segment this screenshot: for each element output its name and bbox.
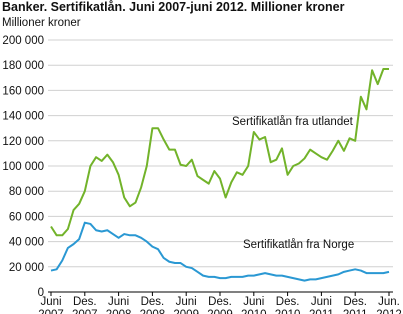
y-tick-label: 180 000 (2, 60, 44, 72)
y-tick-label: 0 (38, 287, 44, 299)
y-tick-label: 100 000 (2, 161, 44, 173)
y-tick-label: 20 000 (9, 262, 44, 274)
y-tick-label: 200 000 (2, 35, 44, 47)
y-tick-label: 40 000 (9, 237, 44, 249)
y-axis-label: Millioner kroner (2, 17, 81, 29)
line-series (50, 221, 390, 282)
y-tick-label: 160 000 (2, 85, 44, 97)
series-label: Sertifikatlån fra Norge (243, 239, 354, 251)
x-tick-label: Jun.2012 (376, 296, 402, 314)
x-tick-label: Juni2011 (309, 296, 334, 314)
x-tick-label: Juni2008 (106, 296, 132, 314)
x-tick-label: Juni2009 (173, 296, 199, 314)
y-tick-label: 80 000 (9, 186, 44, 198)
x-tick-label: Des.2009 (207, 296, 233, 314)
x-tick-label: Des.2011 (343, 296, 368, 314)
x-tick-label: Juni2010 (241, 296, 267, 314)
y-tick-label: 60 000 (9, 211, 44, 223)
y-tick-label: 140 000 (2, 111, 44, 123)
line-series (50, 67, 389, 237)
x-tick-label: Des.2007 (72, 296, 98, 314)
chart-title: Banker. Sertifikatlån. Juni 2007-juni 20… (2, 0, 345, 14)
x-tick-label: Des.2010 (275, 296, 301, 314)
y-tick-label: 120 000 (2, 136, 44, 148)
series-label: Sertifikatlån fra utlandet (232, 116, 354, 128)
x-tick-label: Des.2008 (140, 296, 166, 314)
